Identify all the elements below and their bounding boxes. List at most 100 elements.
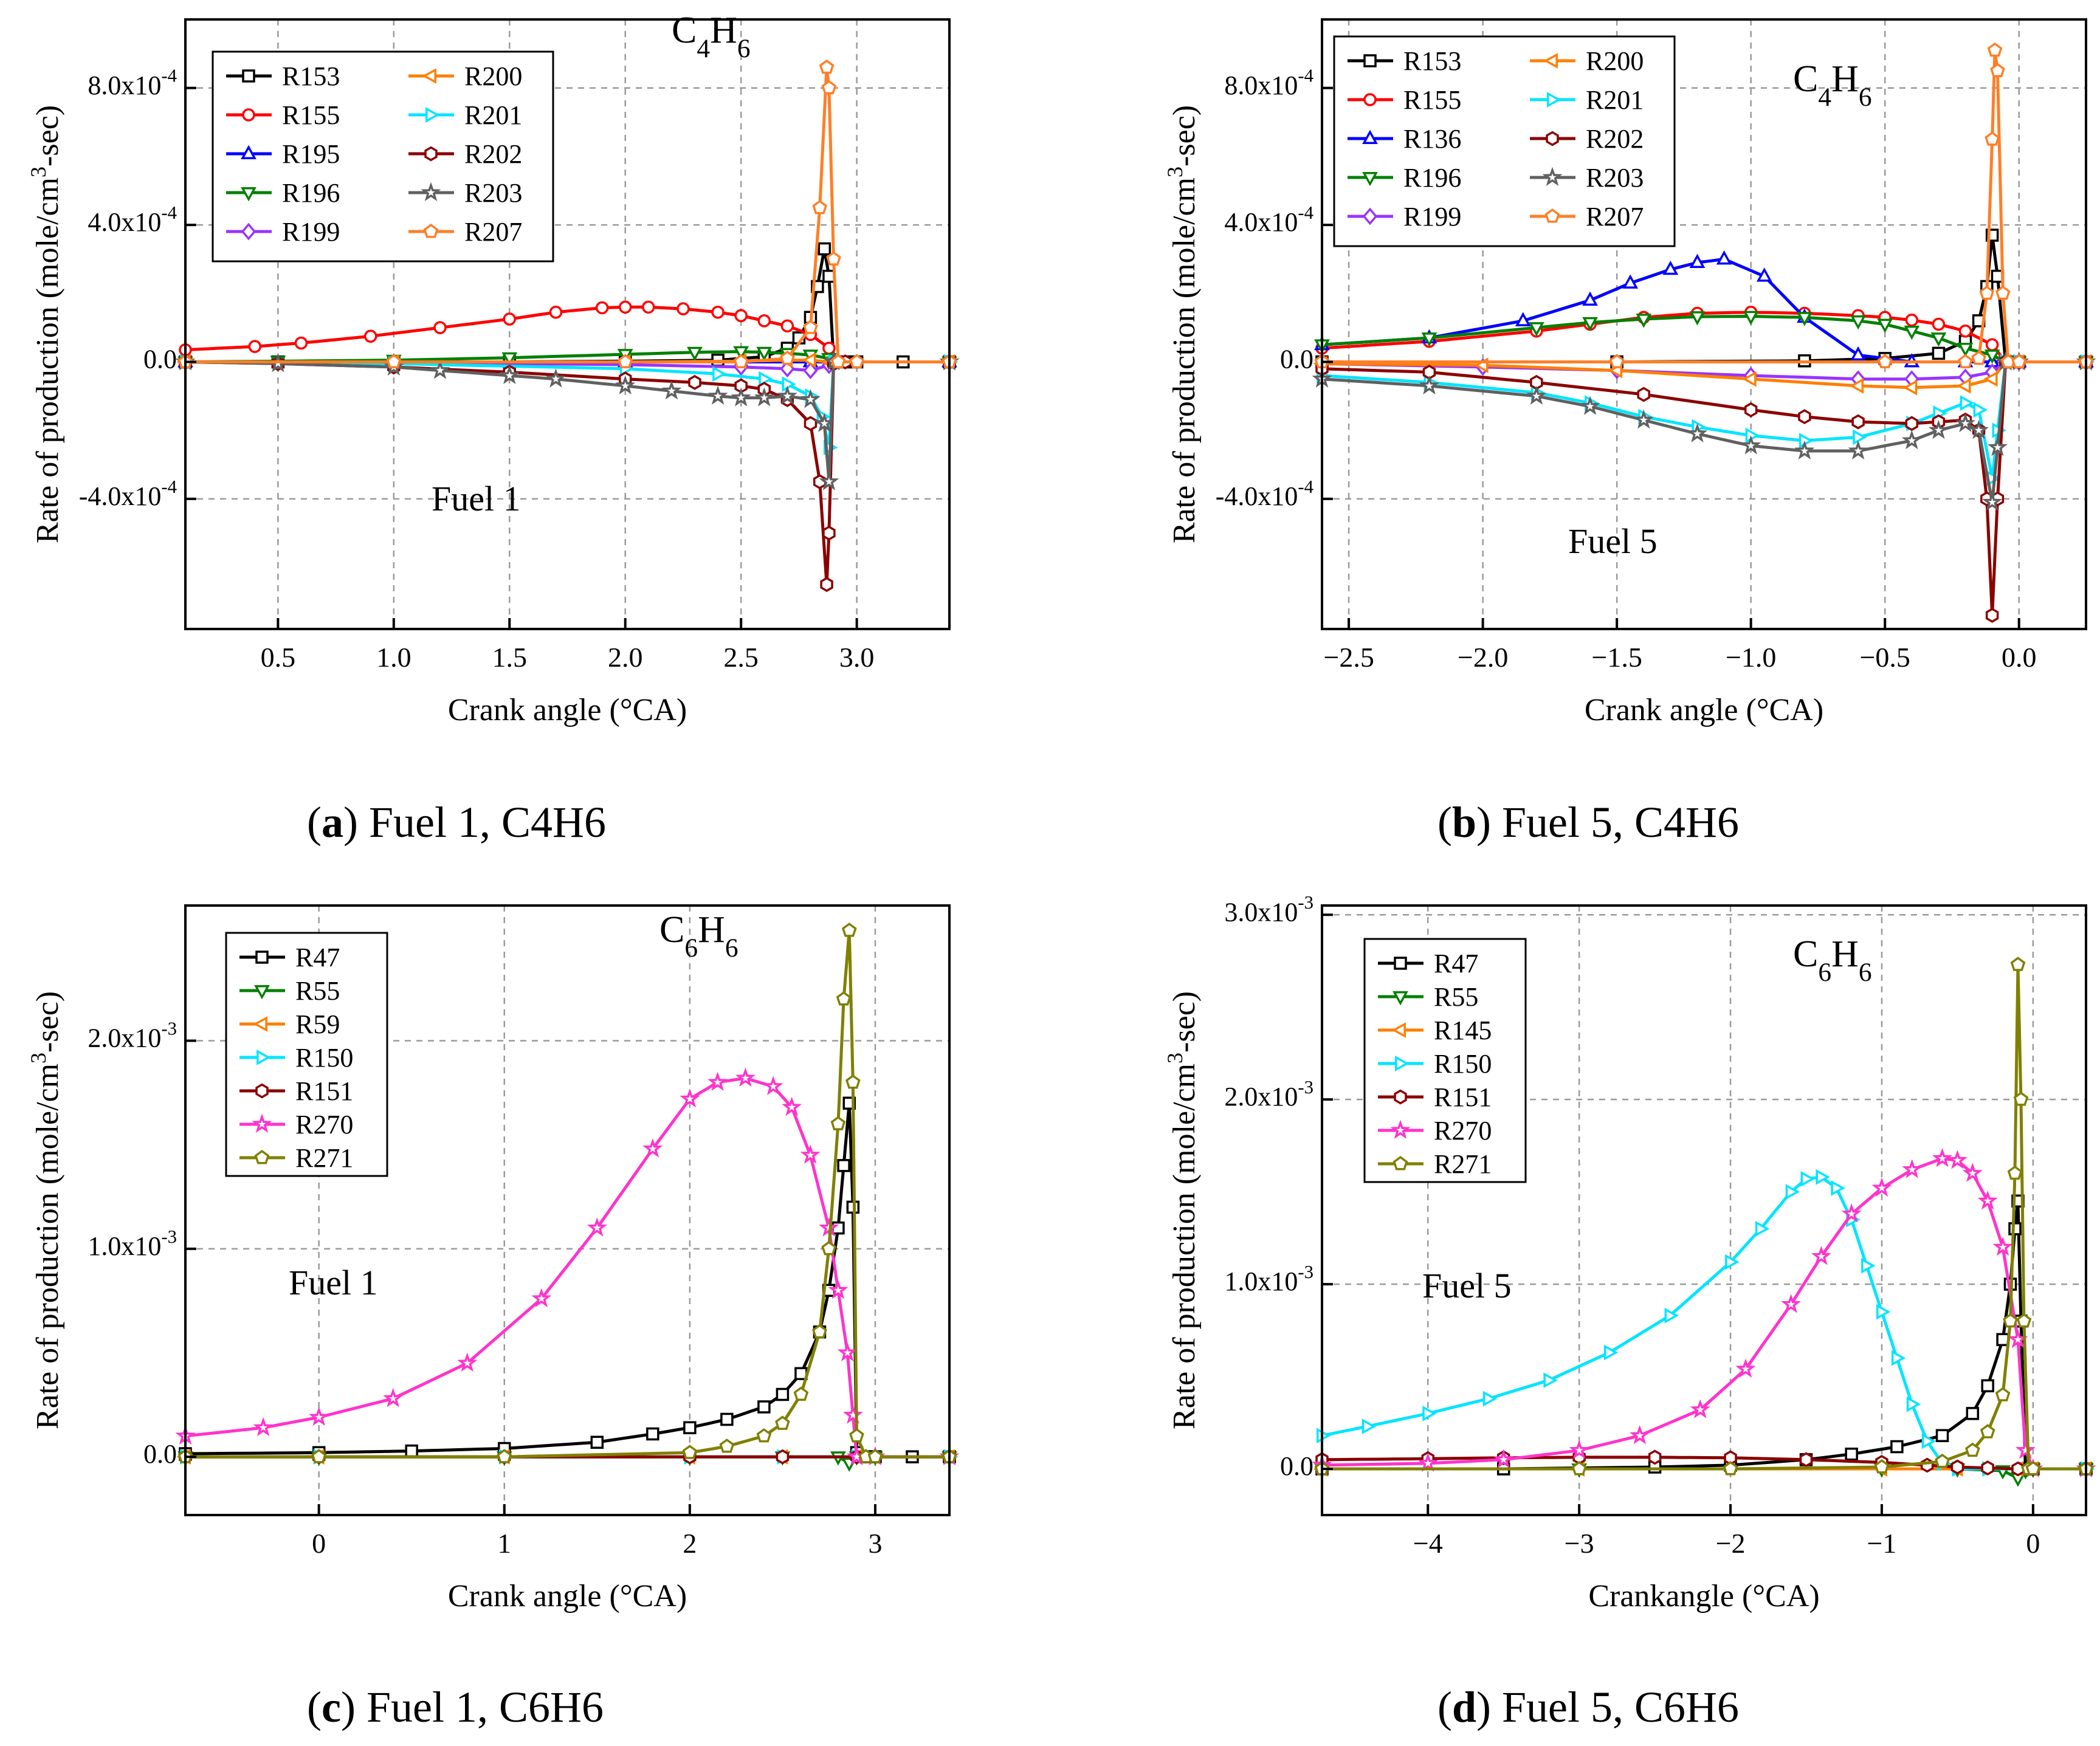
- data-point-R202: [1851, 414, 1865, 430]
- x-tick-label: 0.0: [2002, 642, 2037, 673]
- y-tick-label: 4.0x10-4: [88, 202, 177, 237]
- y-axis-label: Rate of production (mole/cm3-sec): [1163, 105, 1202, 543]
- data-point-R151: [1981, 1460, 1994, 1476]
- legend-label-R201: R201: [464, 100, 522, 130]
- data-point-R270: [383, 1387, 404, 1407]
- data-point-R203: [545, 368, 566, 388]
- data-point-R270: [1811, 1246, 1831, 1265]
- data-point-R270: [531, 1288, 552, 1308]
- legend-label-R145: R145: [1434, 1016, 1492, 1045]
- y-axis-label: Rate of production (mole/cm3-sec): [26, 991, 65, 1429]
- data-point-R196: [1421, 332, 1437, 347]
- data-point-R196: [1689, 311, 1706, 326]
- legend-marker-R196: [241, 187, 256, 202]
- legend-marker-R151: [255, 1083, 269, 1099]
- data-point-R150: [1816, 1169, 1830, 1185]
- data-point-R202: [1798, 409, 1811, 425]
- data-point-R270: [1977, 1190, 1998, 1210]
- series-line-R271: [1322, 963, 2086, 1471]
- data-point-R270: [2015, 1440, 2036, 1459]
- y-tick-label: 0.0: [1280, 345, 1313, 374]
- data-point-R270: [763, 1076, 783, 1095]
- data-point-R271: [1571, 1461, 1587, 1476]
- legend-marker-R199: [241, 222, 256, 241]
- data-point-R270: [842, 1404, 863, 1424]
- x-tick-label: 0: [312, 1528, 326, 1559]
- data-point-R150: [1543, 1372, 1558, 1388]
- data-point-R203: [707, 385, 728, 405]
- legend-marker-R155: [242, 108, 255, 122]
- legend-label-R47: R47: [295, 943, 340, 972]
- data-point-R155: [363, 329, 377, 343]
- data-point-R207: [2011, 354, 2027, 368]
- data-point-R270: [1992, 1236, 2013, 1256]
- legend-marker-R150: [1395, 1056, 1410, 1071]
- data-point-R150: [1664, 1307, 1679, 1324]
- caption-b: (b) Fuel 5, C4H6: [1437, 798, 1740, 847]
- x-tick-label: −1: [1867, 1528, 1896, 1559]
- data-point-R207: [849, 354, 864, 368]
- species-label: C6H6: [659, 909, 738, 963]
- data-point-R271: [2010, 957, 2026, 971]
- data-point-R203: [1987, 437, 2008, 456]
- data-point-R201: [759, 371, 773, 387]
- data-point-R150: [1422, 1405, 1437, 1421]
- data-point-R270: [837, 1342, 858, 1362]
- legend-label-R151: R151: [1434, 1082, 1492, 1112]
- data-point-R271: [1935, 1453, 1950, 1468]
- data-point-R270: [828, 1279, 849, 1299]
- y-axis-label: Rate of production (mole/cm3-sec): [26, 105, 65, 543]
- data-point-R271: [756, 1428, 772, 1443]
- plot-frame: [184, 904, 951, 1516]
- data-point-R203: [754, 387, 774, 407]
- fuel-label: Fuel 1: [289, 1263, 378, 1302]
- data-point-R270: [1841, 1203, 1862, 1223]
- series-line-R203: [185, 360, 949, 484]
- legend-marker-R270: [1390, 1119, 1411, 1139]
- legend-label-R271: R271: [295, 1143, 353, 1173]
- legend-marker-R195: [241, 145, 256, 159]
- legend-label-R150: R150: [295, 1043, 353, 1073]
- data-point-R270: [707, 1071, 728, 1091]
- data-point-R155: [757, 314, 771, 328]
- x-tick-label: 1.0: [376, 642, 411, 673]
- data-point-R203: [430, 360, 450, 379]
- data-point-R150: [1603, 1344, 1619, 1361]
- legend-box: [212, 50, 554, 263]
- data-point-R270: [1781, 1294, 1802, 1313]
- data-point-R196: [501, 352, 518, 367]
- chart-panel-a: 0.5 1.0 1.5 2.0 2.5 3.0 -4.0x10-4 0.0 4.0x10-4 8.…: [26, 10, 960, 727]
- chart-panel-b: −2.5 −2.0 −1.5 −1.0 −0.5 0.0 -4.0x10-4 0.0 4.0x1…: [1163, 18, 2096, 727]
- chart-panel-c: 0 1 2 3 0.0 1.0x10-3 2.0x10-3 Crank angle (°CA)…: [26, 904, 960, 1614]
- x-tick-label: 1.5: [492, 642, 528, 673]
- data-point-R270: [642, 1138, 663, 1158]
- legend-label-R207: R207: [1586, 202, 1644, 232]
- data-point-R200: [1902, 379, 1918, 396]
- data-point-R270: [309, 1406, 329, 1426]
- legend-label-R203: R203: [464, 178, 522, 208]
- data-point-R155: [595, 301, 609, 315]
- data-point-R47: [720, 1412, 734, 1426]
- data-point-R202: [820, 577, 833, 593]
- x-tick-label: −1.5: [1591, 642, 1642, 673]
- data-point-R47: [1845, 1447, 1858, 1461]
- data-point-R271: [793, 1386, 809, 1401]
- legend-marker-R200: [422, 68, 436, 84]
- data-point-R270: [680, 1088, 700, 1108]
- legend-label-R151: R151: [295, 1076, 353, 1106]
- data-point-R270: [1902, 1159, 1923, 1178]
- legend-box: [225, 932, 388, 1177]
- data-point-R203: [1794, 440, 1815, 460]
- data-point-R203: [1419, 375, 1439, 394]
- y-tick-label: 0.0: [143, 1439, 177, 1469]
- data-point-R150: [1921, 1433, 1936, 1449]
- data-point-R271: [2007, 1165, 2023, 1180]
- legend-marker-R203: [421, 182, 441, 202]
- legend-marker-R59: [253, 1016, 267, 1032]
- data-point-R207: [1971, 350, 1986, 365]
- data-point-R271: [2016, 1313, 2032, 1328]
- data-point-R47: [1935, 1429, 1949, 1443]
- x-tick-label: 3: [868, 1528, 882, 1559]
- data-point-R155: [503, 312, 517, 326]
- data-point-R271: [821, 1240, 837, 1256]
